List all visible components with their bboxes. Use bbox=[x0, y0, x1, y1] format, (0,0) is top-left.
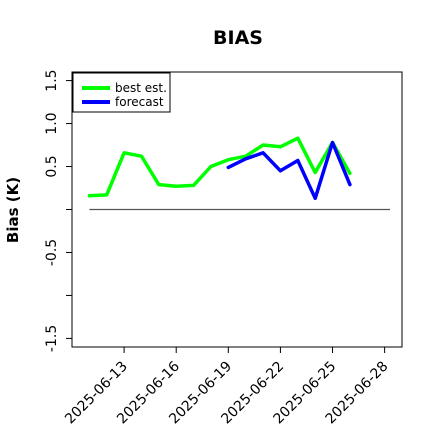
y-tick-label-0: -1.5 bbox=[44, 325, 60, 352]
legend-label-forecast: forecast bbox=[115, 95, 164, 109]
y-axis: -1.5 -0.5 0.5 1.0 1.5 bbox=[44, 69, 72, 352]
series-line-best-est bbox=[87, 136, 352, 198]
y-tick-label-4: 0.5 bbox=[44, 155, 60, 177]
chart-title: BIAS bbox=[213, 27, 263, 49]
legend-box bbox=[72, 72, 171, 113]
legend-label-best-est: best est. bbox=[115, 81, 167, 95]
y-tick-label-6: 1.5 bbox=[44, 69, 60, 91]
series-line-forecast bbox=[226, 140, 352, 201]
y-tick-label-5: 1.0 bbox=[44, 112, 60, 134]
series-group bbox=[87, 136, 352, 201]
legend: best est. forecast bbox=[72, 72, 171, 113]
y-axis-label: Bias (K) bbox=[4, 177, 22, 243]
y-tick-label-2: -0.5 bbox=[44, 239, 60, 266]
